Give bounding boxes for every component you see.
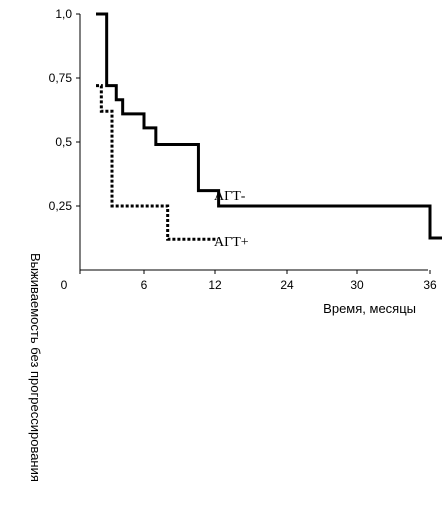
x-tick-label: 12 [208,278,222,292]
y-tick-label: 0,25 [49,199,73,213]
ticks: 0,25 0,5 0,75 1,0 0 6 12 24 30 36 [49,7,437,292]
y-tick-label: 1,0 [55,7,72,21]
series-labels: АГТ- АГТ+ [214,189,249,250]
series-label-1: АГТ- [214,189,246,204]
x-tick-label: 6 [141,278,148,292]
series-label-2: АГТ+ [214,235,249,250]
x-axis-title: Время, месяцы [323,301,416,316]
series-line-1 [96,12,442,240]
y-tick-label: 0,75 [49,71,73,85]
x-tick-label: 36 [423,278,437,292]
x-tick-label: 30 [350,278,364,292]
x-tick-label: 24 [280,278,294,292]
y-axis-title: Выживаемость без прогрессирования [28,253,43,482]
y-tick-label: 0,5 [55,135,72,149]
series-lines [96,12,442,241]
x-tick-label: 0 [61,278,68,292]
axes [79,14,428,271]
